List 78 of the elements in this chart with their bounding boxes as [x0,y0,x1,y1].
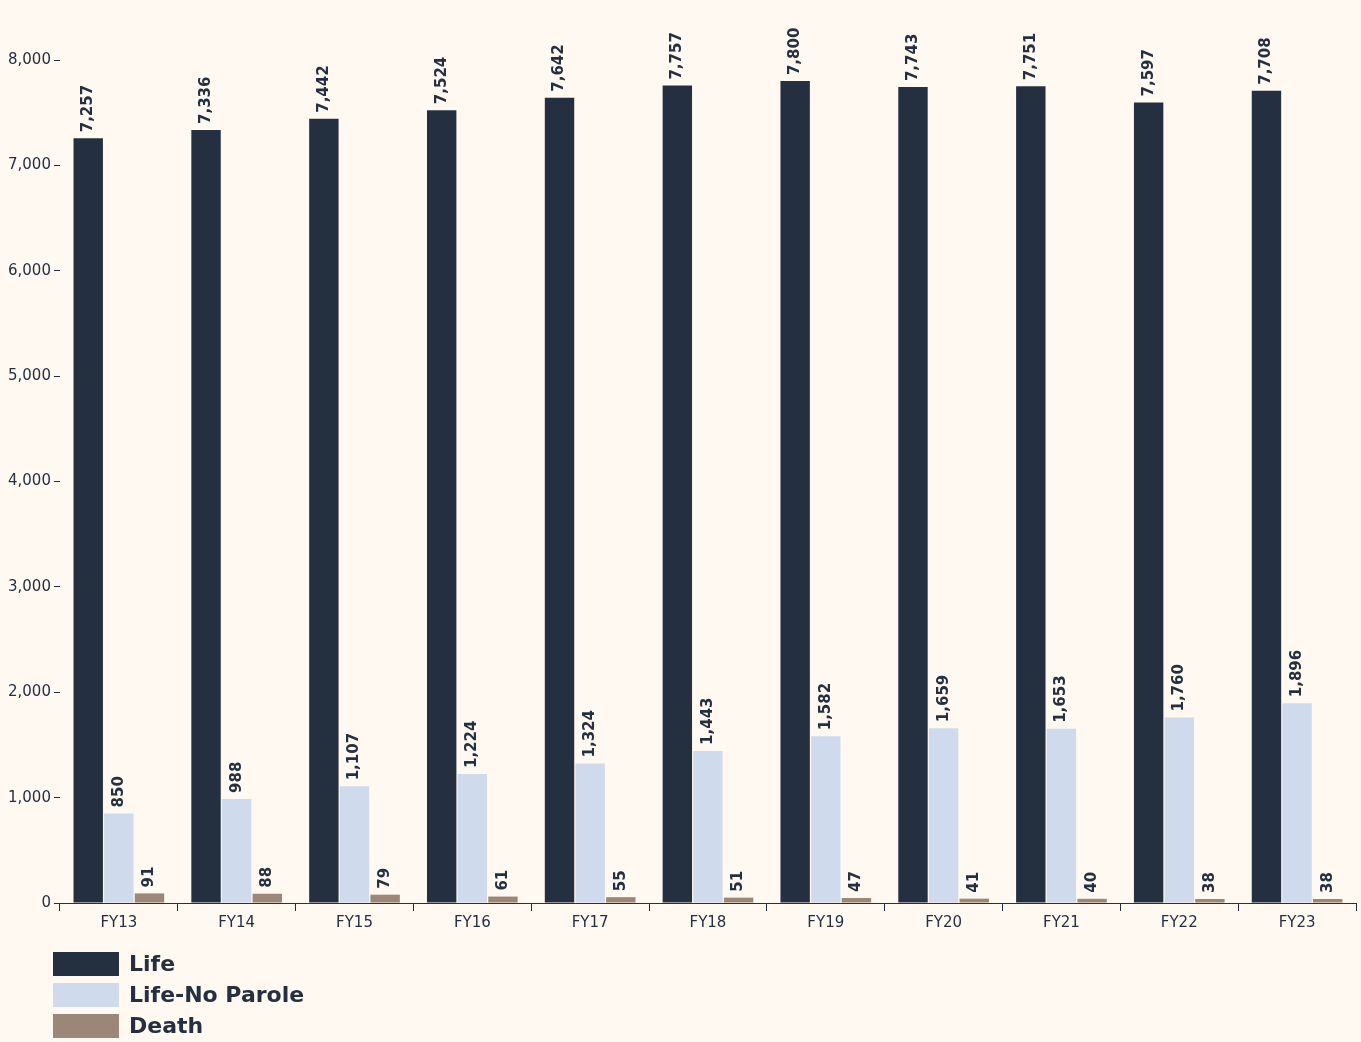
bar [575,763,605,903]
bar [339,786,370,903]
x-tick-label: FY19 [807,912,845,931]
x-tick-label: FY16 [453,912,491,931]
bar [1282,703,1312,903]
data-label: 88 [257,866,276,888]
y-tick-label: 1,000 [7,787,51,806]
bar [959,898,989,903]
y-tick-label: 4,000 [7,471,51,490]
data-label: 7,257 [78,84,97,133]
bar [1077,898,1107,903]
data-label: 1,760 [1169,664,1188,712]
x-tick-label: FY14 [218,912,256,931]
bar [1164,717,1194,903]
bar [134,893,165,903]
x-tick-label: FY15 [336,912,373,931]
legend-label: Death [129,1013,204,1038]
data-label: 7,708 [1256,37,1275,85]
x-tick-label: FY21 [1043,912,1080,931]
bar [1195,899,1225,903]
bar [811,736,841,903]
bar [928,728,959,903]
bar [1313,899,1343,903]
x-tick-label: FY22 [1160,912,1198,931]
x-tick-label: FY20 [925,912,963,931]
data-label: 7,597 [1138,49,1157,97]
data-label: 51 [728,870,747,892]
bar [1046,728,1077,903]
data-label: 1,107 [344,732,363,781]
data-label: 1,896 [1286,649,1305,698]
x-tick-label: FY17 [571,912,609,931]
data-label: 38 [1199,872,1218,893]
y-tick-label: 7,000 [7,155,51,174]
bar [841,898,872,903]
legend-label: Life [129,951,176,976]
data-label: 7,751 [1020,32,1039,81]
data-label: 41 [964,871,983,893]
y-tick-label: 5,000 [7,366,51,385]
legend-label: Life-No Parole [129,982,305,1007]
data-label: 7,524 [431,56,450,105]
data-label: 850 [108,776,127,808]
data-label: 47 [846,871,865,893]
x-tick-label: FY23 [1278,912,1316,931]
bar [221,798,252,903]
data-label: 1,443 [697,697,716,745]
y-tick-label: 0 [41,892,51,911]
data-label: 7,642 [549,44,568,92]
data-label: 7,442 [313,65,332,113]
x-tick-label: FY13 [100,912,138,931]
data-label: 988 [226,761,245,793]
bar [723,897,754,903]
bar [370,894,400,903]
data-label: 7,800 [785,27,804,76]
data-label: 1,324 [580,710,599,758]
bar [606,897,636,903]
x-tick-label: FY18 [689,912,727,931]
data-label: 7,336 [195,76,214,124]
y-tick-label: 2,000 [7,682,51,701]
y-tick-label: 3,000 [7,576,51,595]
data-label: 1,653 [1051,675,1070,723]
data-label: 79 [375,867,394,889]
data-label: 1,582 [815,682,834,731]
bar [104,813,134,903]
data-label: 61 [492,869,511,891]
bar [252,893,283,903]
data-label: 7,743 [902,33,921,82]
data-label: 7,757 [667,32,686,80]
data-label: 40 [1081,871,1100,893]
data-label: 1,224 [462,720,481,769]
y-tick-label: 6,000 [7,260,51,279]
bar [488,896,518,903]
bar [693,750,723,903]
y-tick-label: 8,000 [7,49,51,68]
data-label: 38 [1317,872,1336,893]
data-label: 1,659 [933,674,952,723]
data-label: 55 [610,870,629,892]
bar [457,774,488,903]
data-label: 91 [139,866,158,888]
